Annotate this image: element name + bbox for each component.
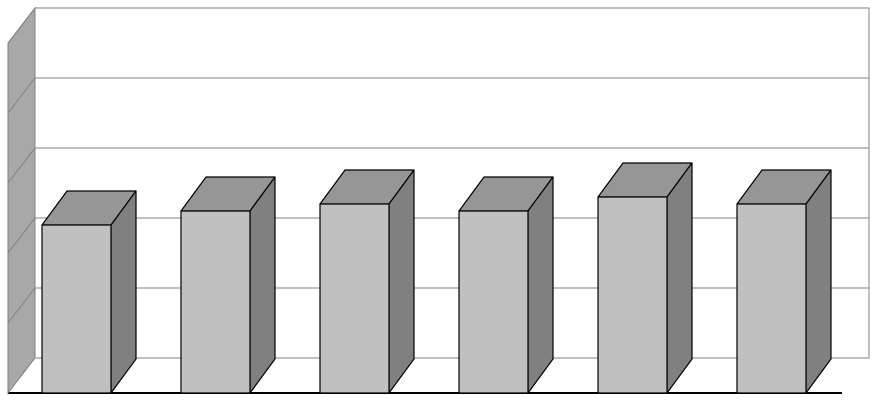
bar xyxy=(41,190,137,394)
bar xyxy=(458,176,554,394)
bar-front xyxy=(736,203,807,394)
side-wall xyxy=(7,6,36,395)
bar-side xyxy=(666,162,693,394)
bars xyxy=(41,162,832,394)
bar xyxy=(180,176,276,394)
bar-front xyxy=(319,203,390,394)
bar xyxy=(736,169,832,394)
grid-line xyxy=(7,357,869,394)
grid-line xyxy=(7,147,869,184)
bar xyxy=(597,162,693,394)
grid-line xyxy=(7,7,869,44)
grid-line xyxy=(7,77,869,114)
bar-front xyxy=(597,196,668,394)
bar-side xyxy=(110,190,137,394)
bar-front xyxy=(41,224,112,394)
grid xyxy=(7,7,869,394)
bar xyxy=(319,169,415,394)
grid-line xyxy=(7,287,869,324)
bar-front xyxy=(458,210,529,394)
bar-front xyxy=(180,210,251,394)
bar-side xyxy=(805,169,832,394)
bar-side xyxy=(249,176,276,394)
bar-side xyxy=(388,169,415,394)
grid-line xyxy=(7,217,869,254)
bar-side xyxy=(527,176,554,394)
